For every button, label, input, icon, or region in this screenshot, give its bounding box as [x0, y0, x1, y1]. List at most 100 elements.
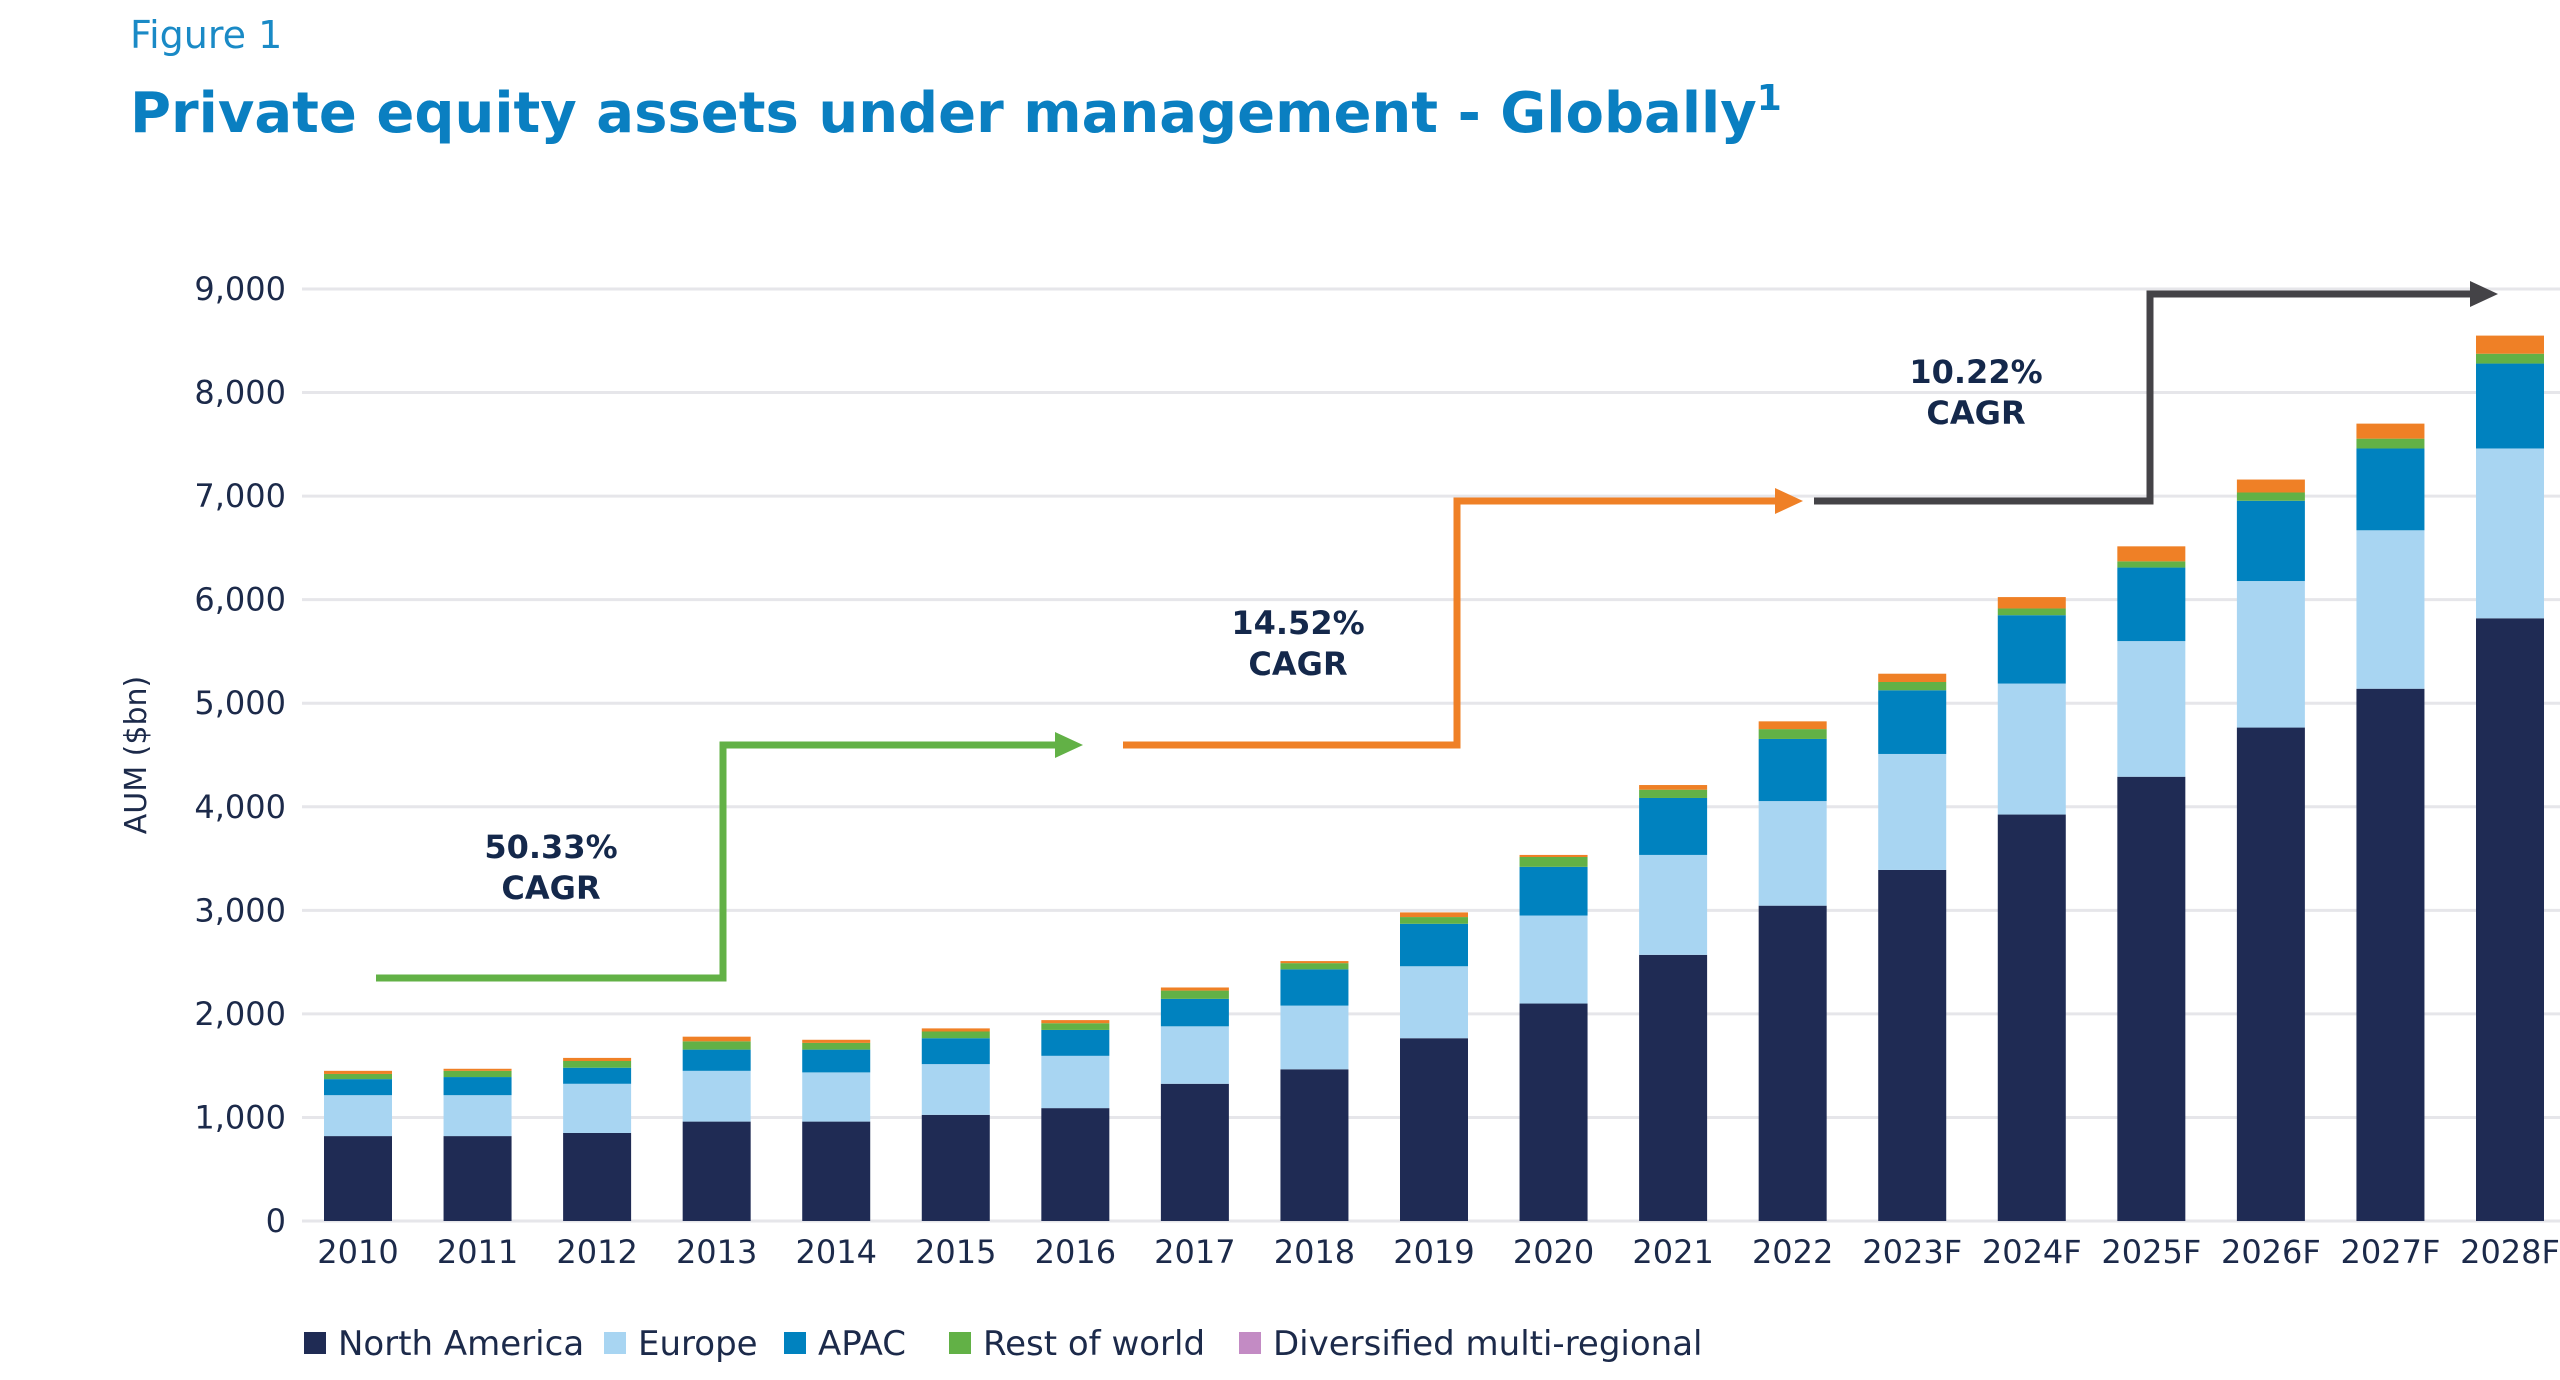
x-tick-label: 2026F [2221, 1233, 2321, 1271]
bar-segment-apac [1997, 615, 2066, 684]
bar-segment-north-america [324, 1136, 392, 1221]
bar-segment-diversified-multi-regional [1758, 721, 1827, 730]
bar-segment-europe [1878, 753, 1947, 870]
x-tick-label: 2021 [1632, 1233, 1713, 1271]
bar-segment-rest-of-world [1997, 608, 2066, 616]
bar-segment-rest-of-world [2356, 438, 2425, 449]
bar-segment-europe [1519, 915, 1588, 1004]
bar-segment-diversified-multi-regional [2236, 479, 2305, 493]
bar-segment-diversified-multi-regional [682, 1036, 751, 1042]
y-tick-label: 5,000 [194, 684, 286, 722]
bar-segment-apac [443, 1077, 512, 1096]
bar-segment-apac [2236, 500, 2305, 582]
x-tick-label: 2010 [317, 1233, 398, 1271]
x-tick-label: 2019 [1393, 1233, 1474, 1271]
arrowhead-icon [1055, 732, 1083, 758]
legend-swatch [1239, 1332, 1261, 1354]
legend-label: APAC [818, 1324, 906, 1364]
chart-title: Private equity assets under management -… [130, 78, 1782, 146]
x-tick-label: 2022 [1752, 1233, 1833, 1271]
bar-segment-rest-of-world [802, 1042, 871, 1050]
title-footnote-marker: 1 [1757, 78, 1782, 119]
cagr-label: CAGR [1926, 394, 2025, 432]
bar-segment-diversified-multi-regional [443, 1068, 512, 1071]
bar-segment-europe [1997, 683, 2066, 815]
x-tick-label: 2028F [2460, 1233, 2560, 1271]
x-tick-label: 2017 [1154, 1233, 1235, 1271]
bar-segment-rest-of-world [1280, 963, 1349, 970]
gridlines [302, 287, 2560, 1223]
legend-label: Diversified multi-regional [1273, 1324, 1703, 1364]
x-tick-label: 2013 [676, 1233, 757, 1271]
bar-segment-europe [324, 1095, 392, 1137]
bar-segment-apac [1639, 797, 1708, 855]
bar-segment-apac [1400, 923, 1468, 967]
bar-segment-north-america [2236, 727, 2305, 1221]
legend-swatch [784, 1332, 806, 1354]
legend-swatch [949, 1332, 971, 1354]
bar-segment-rest-of-world [921, 1031, 990, 1039]
bar-segment-europe [1639, 854, 1708, 955]
bar-segment-europe [1041, 1055, 1110, 1109]
bar-segment-diversified-multi-regional [1041, 1020, 1110, 1024]
bar-segment-north-america [921, 1114, 990, 1221]
bar-segment-diversified-multi-regional [1997, 597, 2066, 609]
y-tick-label: 7,000 [194, 477, 286, 515]
bar-segment-apac [1041, 1029, 1110, 1056]
bar-segment-apac [324, 1079, 392, 1096]
cagr-value: 14.52% [1231, 604, 1364, 642]
bar-segment-europe [802, 1072, 871, 1122]
legend-label: North America [338, 1324, 584, 1364]
legend-swatch [604, 1332, 626, 1354]
x-axis: 2010 2011 2012 2013 2014 2015 2016 2017 2018 2019… [317, 1233, 2560, 1271]
y-tick-label: 2,000 [194, 995, 286, 1033]
bar-segment-rest-of-world [563, 1061, 632, 1068]
bar-segment-apac [921, 1038, 990, 1065]
bar-segment-rest-of-world [443, 1070, 512, 1078]
bar-segment-apac [682, 1049, 751, 1071]
bar-segment-north-america [563, 1132, 632, 1221]
bar-segment-europe [443, 1095, 512, 1137]
bar-segment-north-america [443, 1136, 512, 1221]
y-axis-label: AUM ($bn) [119, 676, 154, 834]
y-tick-label: 4,000 [194, 788, 286, 826]
bar-segment-europe [1160, 1026, 1229, 1084]
bar-segment-diversified-multi-regional [1160, 987, 1229, 991]
bar-segment-apac [563, 1067, 632, 1084]
bar-segment-diversified-multi-regional [2356, 423, 2425, 439]
figure-label: Figure 1 [130, 13, 282, 57]
bar-segment-apac [1878, 690, 1947, 754]
bar-segment-europe [2356, 530, 2425, 689]
bar-segment-europe [2476, 448, 2544, 619]
bar-segment-north-america [1519, 1003, 1588, 1221]
y-tick-label: 8,000 [194, 374, 286, 412]
bar-segment-north-america [2356, 688, 2425, 1221]
bar-segment-rest-of-world [1519, 857, 1588, 867]
bar-segment-rest-of-world [2236, 492, 2305, 501]
bar-segment-apac [2476, 363, 2544, 449]
bar-segment-rest-of-world [1041, 1023, 1110, 1030]
bar-segment-diversified-multi-regional [1519, 854, 1588, 858]
bar-segment-diversified-multi-regional [802, 1039, 871, 1043]
bar-segment-rest-of-world [682, 1041, 751, 1050]
bar-segment-rest-of-world [1400, 917, 1468, 924]
x-tick-label: 2018 [1274, 1233, 1355, 1271]
bar-segment-north-america [1400, 1038, 1468, 1221]
bar-segment-apac [2356, 448, 2425, 531]
bar-segment-europe [1758, 801, 1827, 906]
legend-swatch [304, 1332, 326, 1354]
bar-segment-apac [2117, 567, 2186, 642]
x-tick-label: 2024F [1982, 1233, 2082, 1271]
bar-segment-apac [1519, 866, 1588, 916]
bar-segment-rest-of-world [324, 1073, 392, 1080]
cagr-label: CAGR [501, 869, 600, 907]
bar-segment-apac [1160, 998, 1229, 1027]
bar-segment-north-america [682, 1121, 751, 1221]
bar-segment-diversified-multi-regional [2476, 335, 2544, 354]
bar-segment-north-america [1639, 954, 1708, 1221]
bar-segment-north-america [802, 1121, 871, 1221]
bar-segment-europe [2117, 641, 2186, 777]
bar-segment-north-america [1280, 1069, 1349, 1221]
bar-segment-europe [2236, 581, 2305, 728]
